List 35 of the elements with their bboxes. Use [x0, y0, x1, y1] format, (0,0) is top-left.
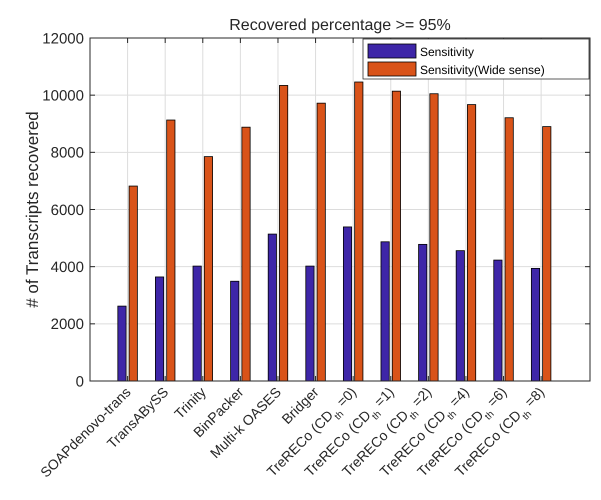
bar: [392, 90, 401, 382]
bar: [429, 93, 439, 382]
bar: [204, 156, 213, 382]
bar: [530, 268, 540, 382]
bar: [155, 276, 164, 382]
y-tick-label: 0: [76, 373, 84, 390]
bar: [493, 260, 502, 382]
y-tick-label: 8000: [50, 144, 84, 162]
bar: [380, 241, 390, 382]
legend-label: Sensitivity: [420, 45, 474, 59]
y-tick-label: 12000: [42, 30, 84, 48]
bar: [305, 266, 314, 382]
y-tick-label: 10000: [42, 87, 84, 104]
bar: [342, 226, 352, 382]
legend-label: Sensitivity(Wide sense): [420, 63, 545, 77]
y-tick-label: 2000: [50, 316, 84, 334]
bar: [354, 82, 364, 382]
y-tick-label: 4000: [50, 258, 84, 276]
bar: [418, 244, 428, 382]
bar: [230, 280, 240, 382]
bar: [542, 126, 552, 382]
bar: [166, 120, 176, 382]
bar: [117, 306, 126, 382]
chart-title: Recovered percentage >= 95%: [229, 17, 451, 34]
bar: [128, 186, 138, 382]
bar: [279, 85, 288, 382]
bar: [192, 266, 202, 382]
bar: [316, 102, 326, 382]
y-tick-label: 6000: [50, 202, 84, 219]
bar: [504, 117, 514, 382]
bar: [467, 104, 476, 382]
bar: [268, 234, 277, 382]
y-axis-title: # of Transcripts recovered: [23, 111, 42, 308]
bar: [241, 126, 251, 382]
bar: [456, 250, 465, 382]
